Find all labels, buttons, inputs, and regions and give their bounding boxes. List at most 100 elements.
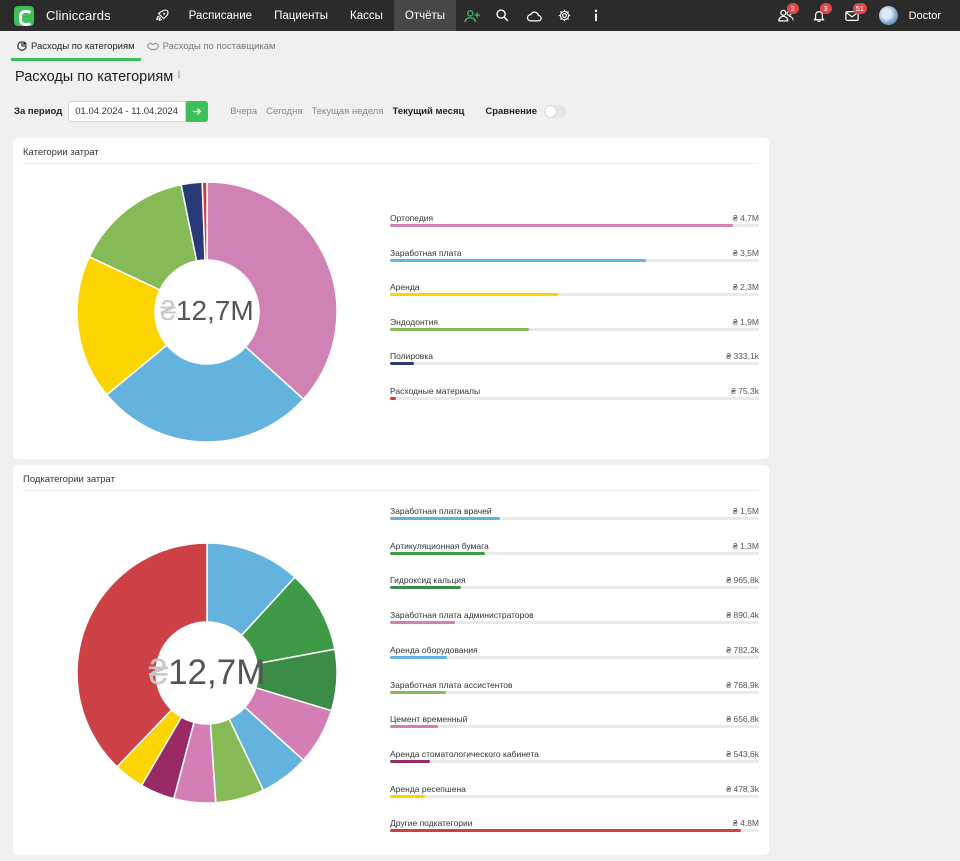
legend-value: ₴ 4,8M [733,818,759,829]
legend-bar [390,586,461,590]
quick-current-month[interactable]: Текущий месяц [392,105,465,117]
pie-chart-icon [17,41,27,51]
legend-item[interactable]: Аренда оборудования ₴ 782,2k [390,645,759,665]
period-label: За период [14,105,63,117]
search-icon[interactable] [487,0,518,31]
subcategories-card: Подкатегории затрат ₴12,7M Заработная пл… [13,465,769,855]
legend-label: Заработная плата администраторов [390,610,534,621]
legend-item[interactable]: Заработная плата врачей ₴ 1,5M [390,506,759,526]
arrow-right-icon [193,107,202,115]
legend-value: ₴ 75,3k [731,386,759,396]
donut-slice[interactable] [76,542,208,768]
legend-item[interactable]: Заработная плата ₴ 3,5M [390,248,759,268]
avatar[interactable] [878,6,898,25]
apply-period-button[interactable] [186,100,209,122]
users-notifications[interactable]: 2 [770,0,803,31]
divider [23,163,759,164]
legend-label: Заработная плата врачей [390,506,492,516]
quick-current-week[interactable]: Текущая неделя [311,105,384,117]
legend-item[interactable]: Расходные материалы ₴ 75,3k [390,386,759,406]
user-name[interactable]: Doctor [908,9,941,22]
legend-bar [390,655,448,659]
compare-toggle[interactable] [544,104,566,118]
cloud-icon[interactable] [518,0,549,31]
legend-value: ₴ 1,3M [733,540,759,551]
legend-bar-track [390,725,759,729]
add-patient-icon[interactable] [456,0,487,31]
divider [23,490,759,491]
donut-slice[interactable] [76,255,168,396]
nav-cashboxes[interactable]: Кассы [350,9,383,22]
currency-symbol: ₴ [160,295,176,326]
legend-bar-track [390,327,759,331]
legend-item[interactable]: Цемент временный ₴ 656,8k [390,714,759,734]
nav-schedule[interactable]: Расписание [188,9,253,22]
legend-value: ₴ 768,9k [726,679,759,690]
nav-patients[interactable]: Пациенты [274,9,329,22]
legend-item[interactable]: Заработная плата ассистентов ₴ 768,9k [390,680,759,700]
legend-item[interactable]: Аренда стоматологического кабинета ₴ 543,… [390,749,759,769]
legend-label: Расходные материалы [390,386,481,396]
legend-bar [390,829,741,833]
legend-bar [390,293,558,297]
info-icon[interactable] [580,0,611,31]
report-tabs: Расходы по категориям Расходы по поставщ… [0,31,960,61]
nav-reports[interactable]: Отчёты [393,0,457,31]
tab-by-category-label: Расходы по категориям [31,40,135,52]
legend-value: ₴ 1,9M [733,316,759,327]
legend-bar [390,690,447,694]
donut-slice[interactable] [206,181,338,401]
legend-label: Аренда ресепшена [390,783,466,794]
legend-item[interactable]: Аренда ₴ 2,3M [390,282,759,302]
currency-symbol: ₴ [148,653,169,692]
legend-label: Аренда [390,282,420,293]
legend-item[interactable]: Аренда ресепшена ₴ 478,3k [390,784,759,804]
date-range-input[interactable]: 01.04.2024 - 11.04.2024 [68,100,187,122]
title-info-icon[interactable]: ℹ [177,70,181,80]
rocket-icon[interactable] [147,0,178,31]
legend-bar [390,794,425,798]
categories-card: Категории затрат ₴12,7M Ортопедия ₴ 4,7M З… [13,138,769,459]
legend-value: ₴ 782,2k [726,644,759,655]
legend-value: ₴ 333,1k [726,351,759,362]
subcategories-donut-chart [76,542,338,804]
legend-value: ₴ 890,4k [726,610,759,621]
legend-label: Заработная плата [390,247,462,258]
gear-icon[interactable] [549,0,580,31]
donut-slice[interactable] [201,181,208,261]
legend-bar-track [390,586,759,590]
legend-bar-track [390,794,759,798]
legend-item[interactable]: Артикуляционная бумага ₴ 1,3M [390,541,759,561]
tab-by-category[interactable]: Расходы по категориям [11,31,141,61]
legend-value: ₴ 478,3k [726,783,759,794]
notifications-badge: 3 [819,3,832,14]
legend-item[interactable]: Заработная плата администраторов ₴ 890,4k [390,610,759,630]
legend-item[interactable]: Гидроксид кальция ₴ 965,8k [390,575,759,595]
brand-name[interactable]: Cliniccards [46,8,111,23]
legend-item[interactable]: Эндодонтия ₴ 1,9M [390,317,759,337]
page-title: Расходы по категориям ℹ [15,69,181,85]
notifications[interactable]: 3 [803,0,836,31]
quick-today[interactable]: Сегодня [266,105,303,117]
categories-card-title: Категории затрат [23,147,99,158]
legend-item[interactable]: Полировка ₴ 333,1k [390,351,759,371]
legend-bar [390,725,438,729]
legend-value: ₴ 2,3M [733,282,759,293]
legend-bar-track [390,551,759,555]
legend-label: Артикуляционная бумага [390,540,489,551]
categories-total: ₴12,7M [126,295,288,327]
legend-item[interactable]: Другие подкатегории ₴ 4,8M [390,818,759,838]
tab-by-supplier[interactable]: Расходы по поставщикам [141,31,282,61]
messages[interactable]: 51 [836,0,869,31]
legend-item[interactable]: Ортопедия ₴ 4,7M [390,213,759,233]
legend-bar-track [390,258,759,262]
legend-bar [390,362,415,366]
compare-label: Сравнение [485,105,537,117]
donut-slice[interactable] [105,344,305,443]
legend-bar-track [390,655,759,659]
cliniccards-logo[interactable] [14,5,34,26]
quick-yesterday[interactable]: Вчера [230,105,258,117]
legend-bar-track [390,829,759,833]
subcategories-card-title: Подкатегории затрат [23,474,115,485]
legend-bar [390,551,485,555]
